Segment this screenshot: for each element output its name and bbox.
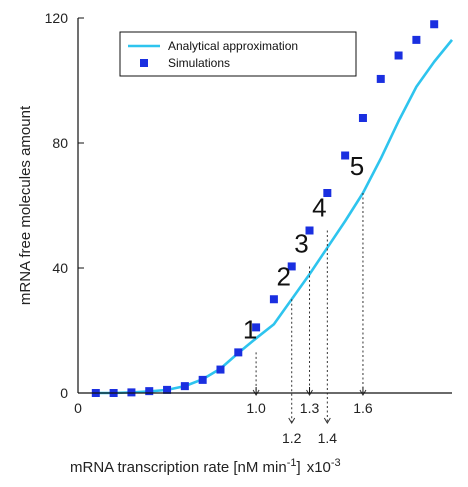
simulation-marker xyxy=(430,20,439,29)
simulation-marker xyxy=(234,348,243,357)
simulation-marker xyxy=(323,189,332,197)
simulation-marker xyxy=(180,382,189,391)
drop-arrow-icon xyxy=(288,417,296,424)
simulation-marker xyxy=(252,323,261,332)
axes-layer xyxy=(77,18,452,394)
x-tick-label: 1.0 xyxy=(246,400,266,416)
ticks-layer: 0 40 80 120 0 1.0 1.3 1.6 1.2 1.4 xyxy=(45,10,373,446)
x-multiplier-sup: -3 xyxy=(331,457,341,469)
point-label: 5 xyxy=(350,151,364,181)
series-line-analytical xyxy=(95,39,454,395)
simulation-marker xyxy=(412,35,421,44)
y-axis-label: mRNA free molecules amount xyxy=(17,105,34,305)
legend-marker-swatch xyxy=(140,59,148,67)
x-axis-label-sup: -1 xyxy=(287,457,297,469)
x-axis-label-text: mRNA transcription rate [nM min xyxy=(70,459,287,476)
simulation-marker xyxy=(305,226,314,235)
simulation-marker xyxy=(198,375,207,384)
y-tick-label: 80 xyxy=(52,135,68,151)
legend-box xyxy=(119,31,357,77)
y-tick-label: 120 xyxy=(45,10,69,26)
curve-layer xyxy=(95,39,454,395)
legend: Analytical approximation Simulations xyxy=(119,31,357,77)
simulation-marker xyxy=(376,74,385,83)
x-multiplier: x10 xyxy=(307,459,331,476)
y-tick-label: 40 xyxy=(52,260,68,276)
simulation-marker xyxy=(127,388,136,397)
x-tick-label: 0 xyxy=(74,400,82,416)
simulation-marker xyxy=(341,151,350,160)
simulation-marker xyxy=(216,365,225,374)
x-tick-label: 1.6 xyxy=(353,400,373,416)
drop-lines-layer xyxy=(252,193,367,424)
drop-arrow-icon xyxy=(252,389,260,396)
x-tick-label: 1.3 xyxy=(300,400,320,416)
legend-label-analytical: Analytical approximation xyxy=(168,39,298,53)
drop-arrow-icon xyxy=(359,389,367,396)
point-label: 2 xyxy=(276,261,290,291)
x-tick-label-lower: 1.2 xyxy=(282,430,302,446)
x-axis-label-suffix: ] xyxy=(297,459,301,476)
simulation-marker xyxy=(358,114,367,122)
simulation-marker xyxy=(394,51,403,60)
simulation-marker xyxy=(269,295,278,304)
x-tick-label-lower: 1.4 xyxy=(318,430,338,446)
drop-arrow-icon xyxy=(306,389,313,396)
x-axis-label: mRNA transcription rate [nM min-1] x10-3 xyxy=(70,457,341,476)
point-label: 3 xyxy=(294,228,308,258)
point-label: 1 xyxy=(243,314,257,344)
y-tick-label: 0 xyxy=(60,385,68,401)
legend-label-simulations: Simulations xyxy=(168,56,230,70)
markers-layer xyxy=(91,20,439,397)
axis-labels-layer: mRNA free molecules amount mRNA transcrip… xyxy=(17,105,341,476)
drop-arrow-icon xyxy=(323,417,331,424)
simulation-marker xyxy=(163,385,172,394)
simulation-marker xyxy=(145,387,154,396)
point-label: 4 xyxy=(312,193,326,223)
simulation-marker xyxy=(287,262,296,271)
